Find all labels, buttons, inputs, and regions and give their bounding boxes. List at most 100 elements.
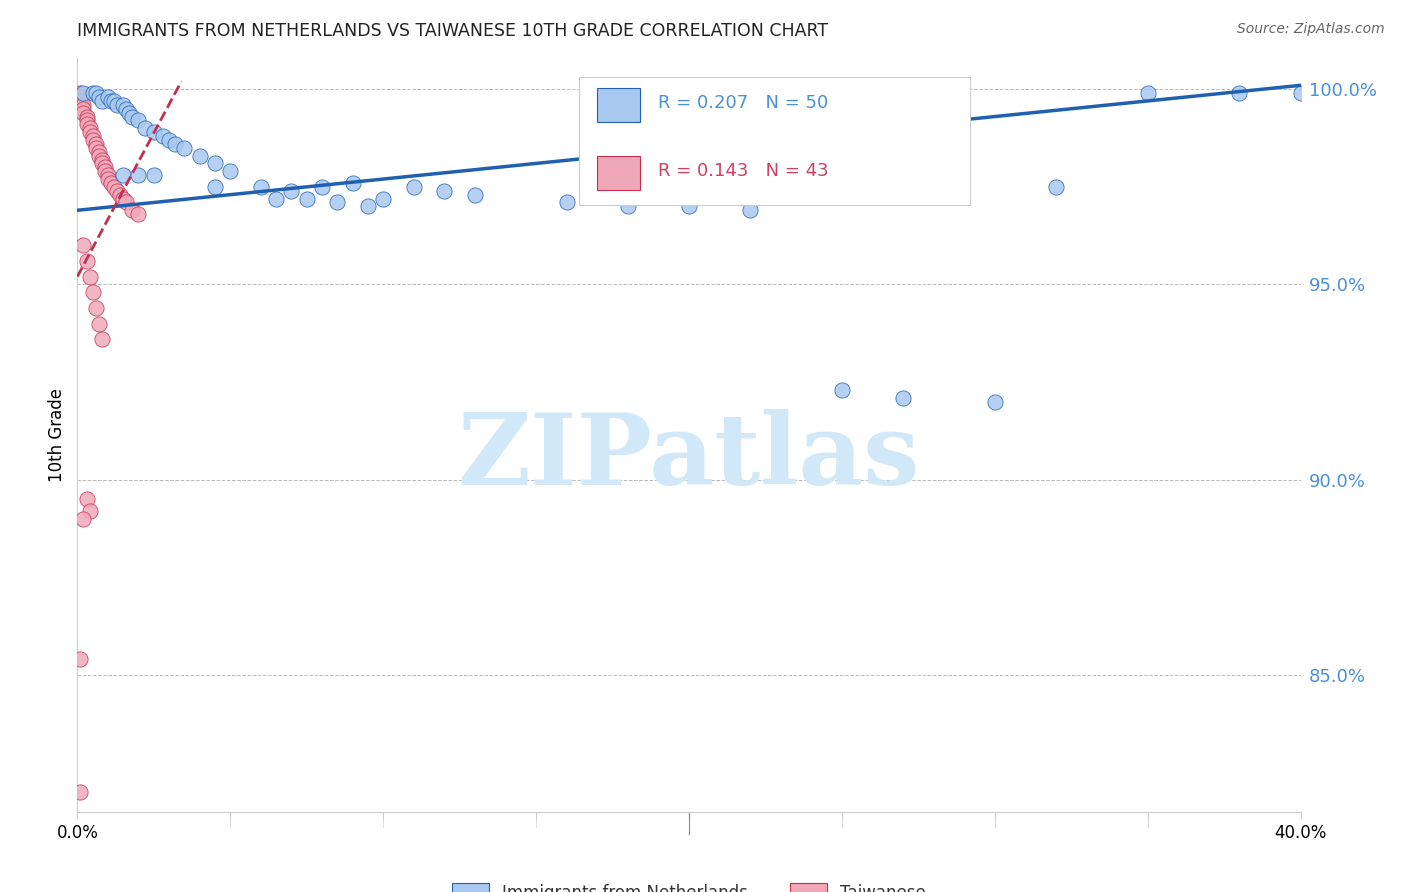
Point (105, 98, 128, 112)
Point (72, 98, 94, 112)
Point (90, 156, 112, 170)
Point (105, 184, 128, 198)
Point (891, 391, 914, 405)
Point (219, 164, 242, 178)
Point (984, 394, 1007, 409)
Point (118, 105, 141, 120)
Text: IMMIGRANTS FROM NETHERLANDS VS TAIWANESE 10TH GRADE CORRELATION CHART: IMMIGRANTS FROM NETHERLANDS VS TAIWANESE… (77, 22, 828, 40)
Point (97, 90, 120, 104)
Point (464, 187, 486, 202)
Point (82, 133, 104, 147)
Text: Source: ZipAtlas.com: Source: ZipAtlas.com (1237, 22, 1385, 37)
Point (264, 192, 287, 206)
Text: R = 0.143   N = 43: R = 0.143 N = 43 (658, 162, 830, 180)
Point (128, 113, 150, 128)
Point (165, 136, 187, 151)
Point (82, 285, 104, 300)
Point (112, 168, 135, 182)
Point (1289, 86, 1312, 100)
Point (69, 94, 91, 108)
Point (72, 512, 94, 526)
Point (555, 195, 578, 210)
Point (72, 102, 94, 116)
Y-axis label: 10th Grade: 10th Grade (48, 388, 66, 482)
Point (121, 110, 143, 124)
Point (72, 86, 94, 100)
Point (1045, 179, 1067, 194)
Point (115, 102, 138, 116)
Point (69, 90, 91, 104)
Point (87, 90, 110, 104)
Point (128, 207, 150, 221)
Point (76, 492, 98, 507)
Point (128, 168, 150, 182)
Point (142, 168, 165, 182)
Point (134, 121, 156, 136)
Point (204, 179, 226, 194)
Point (69, 86, 91, 100)
Point (342, 176, 364, 190)
Point (402, 179, 425, 194)
Point (87, 317, 110, 331)
Point (90, 332, 112, 346)
Point (188, 148, 211, 162)
Point (157, 133, 180, 147)
Point (115, 195, 138, 210)
Point (617, 199, 640, 213)
Point (357, 199, 380, 213)
Point (84, 136, 107, 151)
Point (84, 86, 107, 100)
Bar (598, 156, 640, 190)
Point (79, 121, 101, 136)
Point (103, 179, 125, 194)
Point (69, 785, 91, 799)
Point (108, 187, 131, 202)
Point (79, 504, 101, 518)
Point (1136, 86, 1159, 100)
Point (87, 148, 110, 162)
Point (79, 269, 101, 284)
Point (69, 652, 91, 666)
Legend: Immigrants from Netherlands, Taiwanese: Immigrants from Netherlands, Taiwanese (446, 877, 932, 892)
Point (94, 161, 117, 175)
Point (142, 125, 165, 139)
Point (173, 141, 195, 155)
Text: ZIPatlas: ZIPatlas (458, 409, 920, 506)
Point (152, 129, 174, 144)
Point (76, 110, 98, 124)
Point (79, 125, 101, 139)
Point (112, 192, 135, 206)
Point (76, 254, 98, 268)
Point (280, 184, 302, 198)
Bar (579, 77, 970, 205)
Point (97, 168, 120, 182)
Point (103, 94, 125, 108)
Point (97, 172, 120, 186)
Point (84, 301, 107, 315)
Point (740, 203, 762, 218)
Point (84, 141, 107, 155)
Point (82, 86, 104, 100)
Text: R = 0.207   N = 50: R = 0.207 N = 50 (658, 95, 828, 112)
Point (678, 199, 700, 213)
Point (82, 129, 104, 144)
Point (204, 156, 226, 170)
Point (100, 176, 122, 190)
Point (121, 203, 143, 218)
Point (87, 145, 110, 159)
Point (72, 238, 94, 252)
Point (76, 117, 98, 131)
Point (295, 192, 318, 206)
Point (371, 192, 394, 206)
Point (72, 105, 94, 120)
Point (433, 184, 456, 198)
Point (311, 179, 333, 194)
Point (90, 153, 112, 167)
Point (94, 164, 117, 178)
Point (112, 98, 135, 112)
Bar (598, 88, 640, 122)
Point (831, 383, 853, 397)
Point (250, 179, 273, 194)
Point (1229, 86, 1251, 100)
Point (76, 113, 98, 128)
